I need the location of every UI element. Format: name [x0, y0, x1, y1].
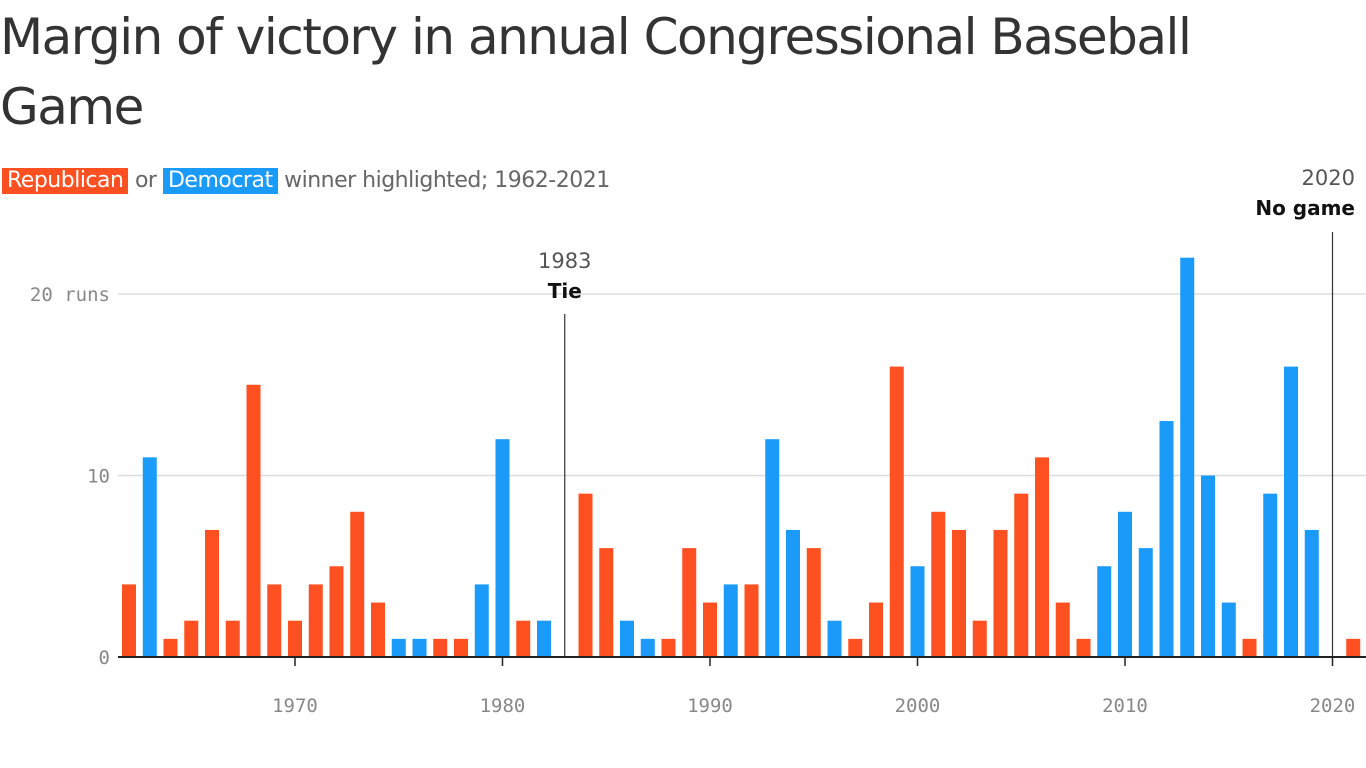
bar-1982: [537, 620, 551, 657]
bar-1995: [806, 548, 821, 657]
bar-2003: [972, 620, 987, 657]
bar-1962: [122, 584, 136, 657]
bar-2000: [910, 566, 925, 657]
bar-2012: [1159, 421, 1174, 657]
bar-1989: [682, 548, 697, 657]
bar-1969: [267, 584, 282, 657]
bar-2005: [1014, 493, 1029, 657]
bar-2011: [1138, 548, 1153, 657]
bar-2016: [1242, 638, 1257, 657]
bar-2018: [1284, 366, 1298, 657]
bar-1977: [433, 638, 448, 657]
bar-1998: [869, 602, 883, 657]
republican-legend-tag: Republican: [2, 168, 129, 194]
bar-1988: [661, 638, 676, 657]
bar-1966: [205, 529, 219, 657]
bar-1963: [142, 457, 157, 657]
bar-1971: [308, 584, 323, 657]
y-tick-label: 10: [87, 466, 110, 488]
gridlines: [118, 293, 1366, 477]
bar-2013: [1180, 257, 1195, 657]
subtitle-description: winner highlighted; 1962-2021: [284, 168, 610, 193]
axes: 0 10 20 runs 1970 1980 1990 2000 2010 2020: [30, 284, 1366, 717]
bar-1987: [640, 638, 655, 657]
bar-1984: [578, 493, 593, 657]
bar-2017: [1263, 493, 1278, 657]
x-tick-label: 2000: [895, 695, 941, 717]
bar-1997: [848, 638, 863, 657]
y-tick-label: 0: [99, 647, 110, 669]
bar-2015: [1221, 602, 1236, 657]
bar-2010: [1118, 511, 1132, 657]
bar-2002: [952, 529, 966, 657]
bar-2019: [1304, 529, 1319, 657]
annotation-year-2020: 2020: [1302, 166, 1355, 190]
x-tick-label: 1980: [480, 695, 526, 717]
annotation-label-2020: No game: [1255, 196, 1355, 220]
bar-2008: [1076, 638, 1091, 657]
bar-1973: [350, 511, 365, 657]
bars: [122, 257, 1361, 657]
x-tick-label: 1970: [272, 695, 318, 717]
bar-1981: [516, 620, 531, 657]
bar-2001: [931, 511, 946, 657]
x-tick-label: 2020: [1310, 695, 1356, 717]
bar-2004: [993, 529, 1008, 657]
bar-1993: [765, 439, 780, 657]
bar-2009: [1097, 566, 1112, 657]
bar-2014: [1201, 475, 1215, 657]
bar-1986: [620, 620, 634, 657]
bar-2006: [1035, 457, 1049, 657]
bar-1975: [391, 638, 406, 657]
bar-1965: [184, 620, 199, 657]
bar-2021: [1346, 638, 1361, 657]
bar-1992: [744, 584, 759, 657]
annotations: 1983 Tie 2020 No game: [538, 166, 1355, 657]
x-tick-label: 1990: [687, 695, 733, 717]
subtitle-or-text: or: [134, 168, 157, 193]
bar-1990: [703, 602, 717, 657]
bar-1994: [786, 529, 800, 657]
annotation-year-1983: 1983: [538, 249, 591, 273]
bar-1970: [288, 620, 302, 657]
bar-1972: [329, 566, 344, 657]
bar-1991: [723, 584, 738, 657]
bar-1996: [827, 620, 842, 657]
bar-1999: [889, 366, 904, 657]
chart-subtitle: Republican or Democrat winner highlighte…: [2, 166, 610, 196]
x-tick-label: 2010: [1102, 695, 1148, 717]
bar-1964: [163, 638, 178, 657]
bar-1985: [599, 548, 614, 657]
annotation-label-1983: Tie: [548, 279, 582, 303]
bar-1974: [371, 602, 385, 657]
bar-1976: [412, 638, 427, 657]
bar-1980: [495, 439, 510, 657]
bar-2007: [1055, 602, 1070, 657]
y-tick-label: 20 runs: [30, 284, 110, 306]
bar-1979: [474, 584, 489, 657]
bar-1968: [246, 384, 261, 657]
democrat-legend-tag: Democrat: [162, 168, 278, 194]
bar-1978: [454, 638, 468, 657]
bar-1967: [225, 620, 240, 657]
chart-title: Margin of victory in annual Congressiona…: [0, 8, 1192, 136]
